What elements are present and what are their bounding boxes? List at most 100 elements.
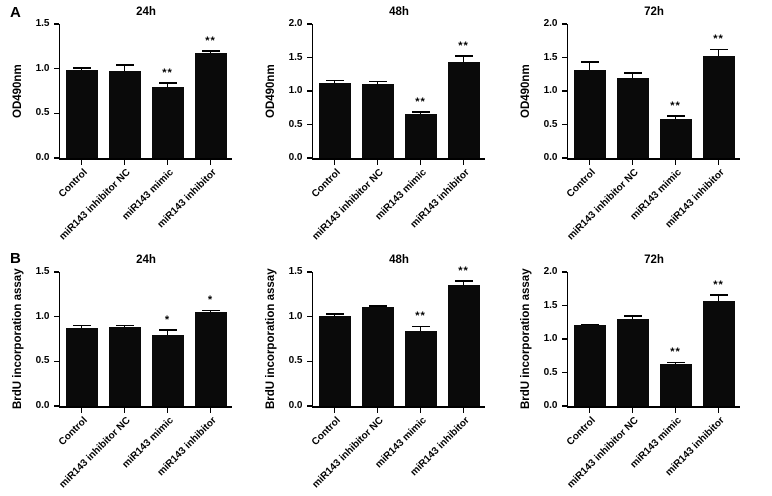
x-tick	[80, 407, 83, 413]
y-axis	[566, 272, 568, 408]
significance-marker: **	[713, 278, 724, 291]
error-bar-cap	[580, 61, 599, 63]
y-axis	[311, 24, 313, 160]
panel-label-b: B	[10, 250, 21, 267]
chart-title: 24h	[136, 6, 156, 18]
error-bar-whisker	[333, 80, 336, 83]
significance-marker: **	[458, 40, 469, 53]
y-axis-label: BrdU incorporation assay	[265, 268, 277, 410]
y-tick	[53, 157, 59, 159]
y-tick-label: 0.0	[35, 400, 50, 411]
x-tick	[123, 407, 126, 413]
x-tick	[376, 407, 379, 413]
y-tick-label: 1.5	[543, 51, 558, 63]
error-bar-whisker	[419, 111, 422, 114]
x-axis	[58, 406, 232, 408]
y-axis	[311, 272, 313, 408]
x-tick	[717, 159, 720, 165]
error-bar-whisker	[209, 310, 212, 313]
y-tick	[306, 271, 312, 273]
y-tick	[306, 23, 312, 25]
panel-label-a: A	[10, 4, 21, 21]
error-bar-whisker	[717, 49, 720, 57]
bar	[573, 70, 606, 158]
error-bar-cap	[454, 55, 473, 57]
x-tick	[209, 159, 212, 165]
y-tick-label: 0.5	[288, 355, 303, 367]
bar	[659, 364, 692, 406]
error-bar-whisker	[462, 56, 465, 62]
x-tick	[123, 159, 126, 165]
bar	[65, 70, 98, 158]
bar	[616, 318, 649, 406]
y-tick-label: 2.0	[288, 18, 303, 29]
error-bar-cap	[72, 67, 91, 69]
error-bar-whisker	[123, 65, 126, 72]
significance-marker: **	[670, 346, 681, 359]
significance-marker: *	[164, 314, 171, 327]
y-axis-label: OD490nm	[12, 64, 24, 118]
y-tick-label: 1.0	[35, 62, 50, 74]
bar	[194, 52, 227, 158]
error-bar-cap	[709, 294, 728, 296]
chart-b-48h: 48h BrdU incorporation assay 0.0 0.5 1.0 1.5 C…	[261, 248, 505, 494]
x-tick	[674, 159, 677, 165]
error-bar-whisker	[209, 50, 212, 53]
error-bar-cap	[368, 80, 387, 83]
y-tick	[561, 56, 567, 59]
bar	[447, 61, 480, 158]
significance-marker: **	[162, 66, 173, 79]
y-tick	[561, 157, 567, 159]
bar	[65, 328, 98, 406]
bar	[318, 315, 351, 406]
bar	[151, 87, 184, 158]
x-axis	[566, 158, 740, 160]
error-bar-whisker	[166, 82, 169, 88]
y-tick	[306, 360, 312, 363]
error-bar-whisker	[333, 313, 336, 316]
y-tick	[306, 315, 312, 318]
error-bar-cap	[115, 324, 134, 327]
chart-title: 48h	[389, 6, 409, 18]
bar	[404, 330, 437, 406]
y-tick-label: 2.0	[543, 266, 558, 277]
x-tick	[462, 159, 465, 165]
y-axis	[566, 24, 568, 160]
error-bar-whisker	[123, 325, 126, 328]
bar	[702, 56, 735, 158]
y-tick-label: 0.5	[35, 107, 50, 119]
x-tick	[166, 407, 169, 413]
x-tick	[419, 407, 422, 413]
error-bar-cap	[325, 313, 344, 315]
x-tick	[631, 407, 634, 413]
y-tick	[561, 90, 567, 92]
chart-title: 72h	[644, 254, 664, 266]
error-bar-whisker	[631, 316, 634, 319]
y-axis	[58, 272, 60, 408]
y-tick-label: 0.5	[543, 118, 558, 130]
significance-marker: **	[415, 95, 426, 108]
error-bar-cap	[580, 323, 599, 325]
y-tick-label: 1.5	[35, 266, 50, 277]
y-tick	[561, 123, 567, 126]
y-tick-label: 0.0	[543, 152, 558, 163]
y-tick	[306, 405, 312, 407]
y-tick	[53, 315, 59, 318]
y-tick-label: 2.0	[543, 18, 558, 29]
error-bar-cap	[158, 329, 177, 331]
x-tick	[166, 159, 169, 165]
error-bar-whisker	[419, 326, 422, 331]
y-tick	[306, 123, 312, 126]
x-tick	[462, 407, 465, 413]
y-tick-label: 0.0	[288, 152, 303, 163]
bar	[108, 327, 141, 406]
y-tick-label: 0.0	[35, 152, 50, 163]
y-tick-label: 1.5	[543, 299, 558, 311]
y-tick	[561, 271, 567, 273]
error-bar-whisker	[588, 62, 591, 71]
error-bar-cap	[368, 305, 387, 307]
x-tick	[419, 159, 422, 165]
x-tick-label: Control	[564, 415, 598, 448]
error-bar-whisker	[80, 325, 83, 329]
x-tick	[674, 407, 677, 413]
